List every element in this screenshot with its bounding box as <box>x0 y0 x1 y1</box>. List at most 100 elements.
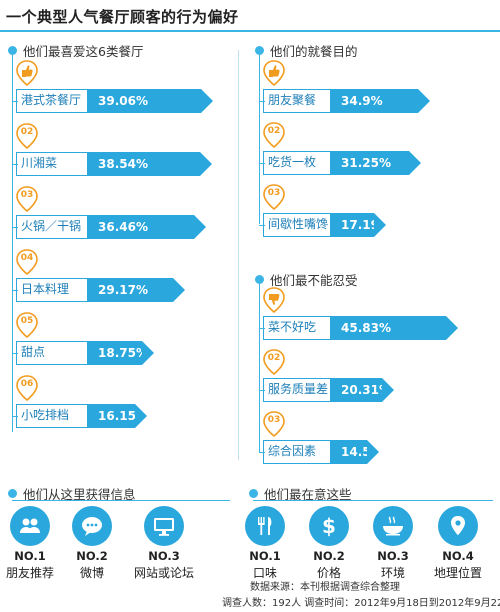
rank-number: 03 <box>267 188 281 198</box>
percent-bar: 45.83% <box>331 316 458 340</box>
care-heading-text: 他们最在意这些 <box>264 487 352 502</box>
rank-number: 03 <box>267 415 281 425</box>
rank-badge: 02 <box>263 349 285 375</box>
dollar-icon: $ <box>309 506 349 546</box>
item-label: 川湘菜 <box>16 152 88 176</box>
item-label: 日本料理 <box>16 278 88 302</box>
percent-bar: 20.31% <box>331 378 394 402</box>
bowl-icon <box>373 506 413 546</box>
purpose-heading-text: 他们的就餐目的 <box>270 44 358 59</box>
item-label: 朋友推荐 <box>5 566 54 580</box>
map-pin-icon <box>438 506 478 546</box>
connector-tick <box>12 416 18 417</box>
item-label: 口味 <box>252 566 277 580</box>
item-label: 价格 <box>316 566 341 580</box>
percent-bar: 14.58% <box>331 440 391 464</box>
people-icon <box>10 506 50 546</box>
percent-bar: 31.25% <box>331 151 421 175</box>
intolerable-heading-text: 他们最不能忍受 <box>270 273 358 288</box>
connector-tick <box>12 164 18 165</box>
item-label: 朋友聚餐 <box>263 89 331 113</box>
connector-tick <box>259 328 265 329</box>
rank-badge: 05 <box>16 312 38 338</box>
favorite-heading-text: 他们最喜爱这6类餐厅 <box>23 44 144 59</box>
source-line-2: 调查人数：192人 调查时间：2012年9月18日到2012年9月22日 <box>222 598 500 609</box>
rank-number: 06 <box>20 379 34 389</box>
percent-bar: 18.75% <box>88 341 154 365</box>
rank-badge: 02 <box>263 122 285 148</box>
item-label: 服务质量差 <box>263 378 331 402</box>
item-label: 综合因素 <box>263 440 331 464</box>
list-item: 菜不好吃 45.83% <box>263 316 458 340</box>
info-underline <box>12 500 230 501</box>
item-label: 菜不好吃 <box>263 316 331 340</box>
list-item: 间歇性嘴馋 17.19% <box>263 213 391 237</box>
item-label: 间歇性嘴馋 <box>263 213 331 237</box>
percent-bar: 16.15% <box>88 404 148 428</box>
rank-label: NO.3 <box>148 549 180 563</box>
list-item: 港式茶餐厅 39.06% <box>16 89 213 113</box>
bullet-dot <box>255 275 264 284</box>
care-underline <box>253 500 493 501</box>
list-item: 甜点 18.75% <box>16 341 154 365</box>
rank-badge: 06 <box>16 375 38 401</box>
connector-tick <box>259 390 265 391</box>
item-label: 火锅／干锅 <box>16 215 88 239</box>
percent-bar: 34.9% <box>331 89 430 113</box>
list-item: 日本料理 29.17% <box>16 278 185 302</box>
percent-bar: 38.54% <box>88 152 212 176</box>
percent-bar: 39.06% <box>88 89 213 113</box>
percent-bar: 29.17% <box>88 278 185 302</box>
item-label: 甜点 <box>16 341 88 365</box>
connector-tick <box>12 101 18 102</box>
rank-number: 03 <box>20 190 34 200</box>
rank-badge: 02 <box>16 123 38 149</box>
favorite-connector-line <box>12 52 13 432</box>
svg-text:$: $ <box>322 514 336 538</box>
percent-bar: 36.46% <box>88 215 206 239</box>
rank-number: 04 <box>20 253 34 263</box>
rank-number: 02 <box>267 353 281 363</box>
connector-tick <box>259 225 265 226</box>
bullet-dot <box>8 489 17 498</box>
rank-badge: 03 <box>16 186 38 212</box>
favorite-heading: 他们最喜爱这6类餐厅 <box>8 41 143 60</box>
rank-badge: 03 <box>263 184 285 210</box>
rank-label: NO.2 <box>313 549 345 563</box>
item-label: 微博 <box>79 566 104 580</box>
bullet-dot <box>8 46 17 55</box>
thumbs-up-icon <box>16 60 38 86</box>
chat-bubble-icon <box>72 506 112 546</box>
item-label: 吃货一枚 <box>263 151 331 175</box>
item-label: 地理位置 <box>433 566 482 580</box>
rank-label: NO.1 <box>14 549 46 563</box>
care-heading: 他们最在意这些 <box>249 484 352 503</box>
connector-tick <box>12 227 18 228</box>
list-item: 小吃排档 16.15% <box>16 404 148 428</box>
thumbs-down-icon <box>263 287 285 313</box>
rank-number: 02 <box>20 127 34 137</box>
connector-tick <box>259 163 265 164</box>
list-item: 服务质量差 20.31% <box>263 378 394 402</box>
connector-tick <box>259 452 265 453</box>
rank-label: NO.4 <box>442 549 474 563</box>
percent-bar: 17.19% <box>331 213 391 237</box>
connector-tick <box>12 290 18 291</box>
rank-number: 05 <box>20 316 34 326</box>
list-item: 朋友聚餐 34.9% <box>263 89 430 113</box>
section-divider <box>238 50 239 460</box>
rank-badge: 04 <box>16 249 38 275</box>
info-heading-text: 他们从这里获得信息 <box>23 487 136 502</box>
intolerable-connector-line <box>259 281 260 453</box>
rank-label: NO.1 <box>249 549 281 563</box>
rank-label: NO.2 <box>76 549 108 563</box>
rank-label: NO.3 <box>377 549 409 563</box>
source-line-1: 数据来源：本刊根据调查综合整理 <box>250 582 400 593</box>
bullet-dot <box>249 489 258 498</box>
thumbs-up-icon <box>263 60 285 86</box>
rank-number: 02 <box>267 126 281 136</box>
utensils-icon <box>245 506 285 546</box>
rank-badge: 03 <box>263 411 285 437</box>
item-label: 环境 <box>380 566 405 580</box>
item-label: 小吃排档 <box>16 404 88 428</box>
